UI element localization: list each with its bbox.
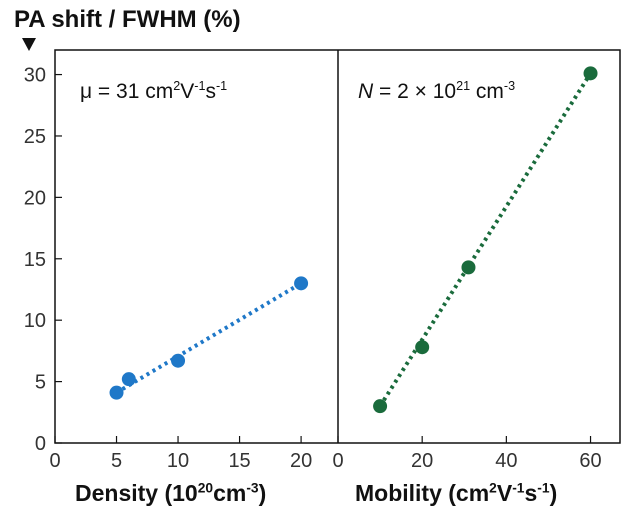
y-tick-label: 30 [24, 65, 46, 87]
right-x-tick-label: 60 [579, 450, 601, 472]
y-tick-label: 10 [24, 310, 46, 332]
y-axis-title: PA shift / FWHM (%) [14, 6, 241, 33]
left-x-tick-label: 0 [49, 450, 60, 472]
left-x-tick-label: 15 [228, 450, 250, 472]
right-data-point [415, 340, 430, 355]
left-data-point [109, 385, 124, 400]
left-x-tick-label: 20 [290, 450, 312, 472]
left-data-point [171, 353, 186, 368]
left-data-point [121, 372, 136, 387]
y-tick-label: 25 [24, 126, 46, 148]
y-axis-arrow-icon [22, 38, 36, 51]
left-x-axis-label: Density (1020cm-3) [75, 480, 267, 506]
left-fit-line [115, 281, 303, 395]
left-x-tick-label: 10 [167, 450, 189, 472]
left-x-tick-label: 5 [111, 450, 122, 472]
right-fit-line [378, 72, 593, 408]
left-panel-annotation: μ = 31 cm2V-1s-1 [80, 79, 228, 103]
right-x-tick-label: 40 [495, 450, 517, 472]
right-data-point [583, 66, 598, 81]
left-data-point [294, 276, 309, 291]
y-tick-label: 15 [24, 249, 46, 271]
y-tick-label: 5 [35, 372, 46, 394]
right-panel-annotation: N = 2 × 1021 cm-3 [358, 79, 516, 103]
right-data-point [461, 260, 476, 275]
right-x-tick-label: 20 [411, 450, 433, 472]
right-data-point [373, 399, 388, 414]
y-tick-label: 0 [35, 433, 46, 455]
right-x-axis-label: Mobility (cm2V-1s-1) [355, 480, 558, 506]
marks-layer [109, 66, 598, 414]
ticks-layer: 0 5 10 15 20 0 5 10 15 20 25 30 0 20 40 60 [24, 65, 602, 472]
right-x-tick-label: 0 [332, 450, 343, 472]
y-tick-label: 20 [24, 187, 46, 209]
